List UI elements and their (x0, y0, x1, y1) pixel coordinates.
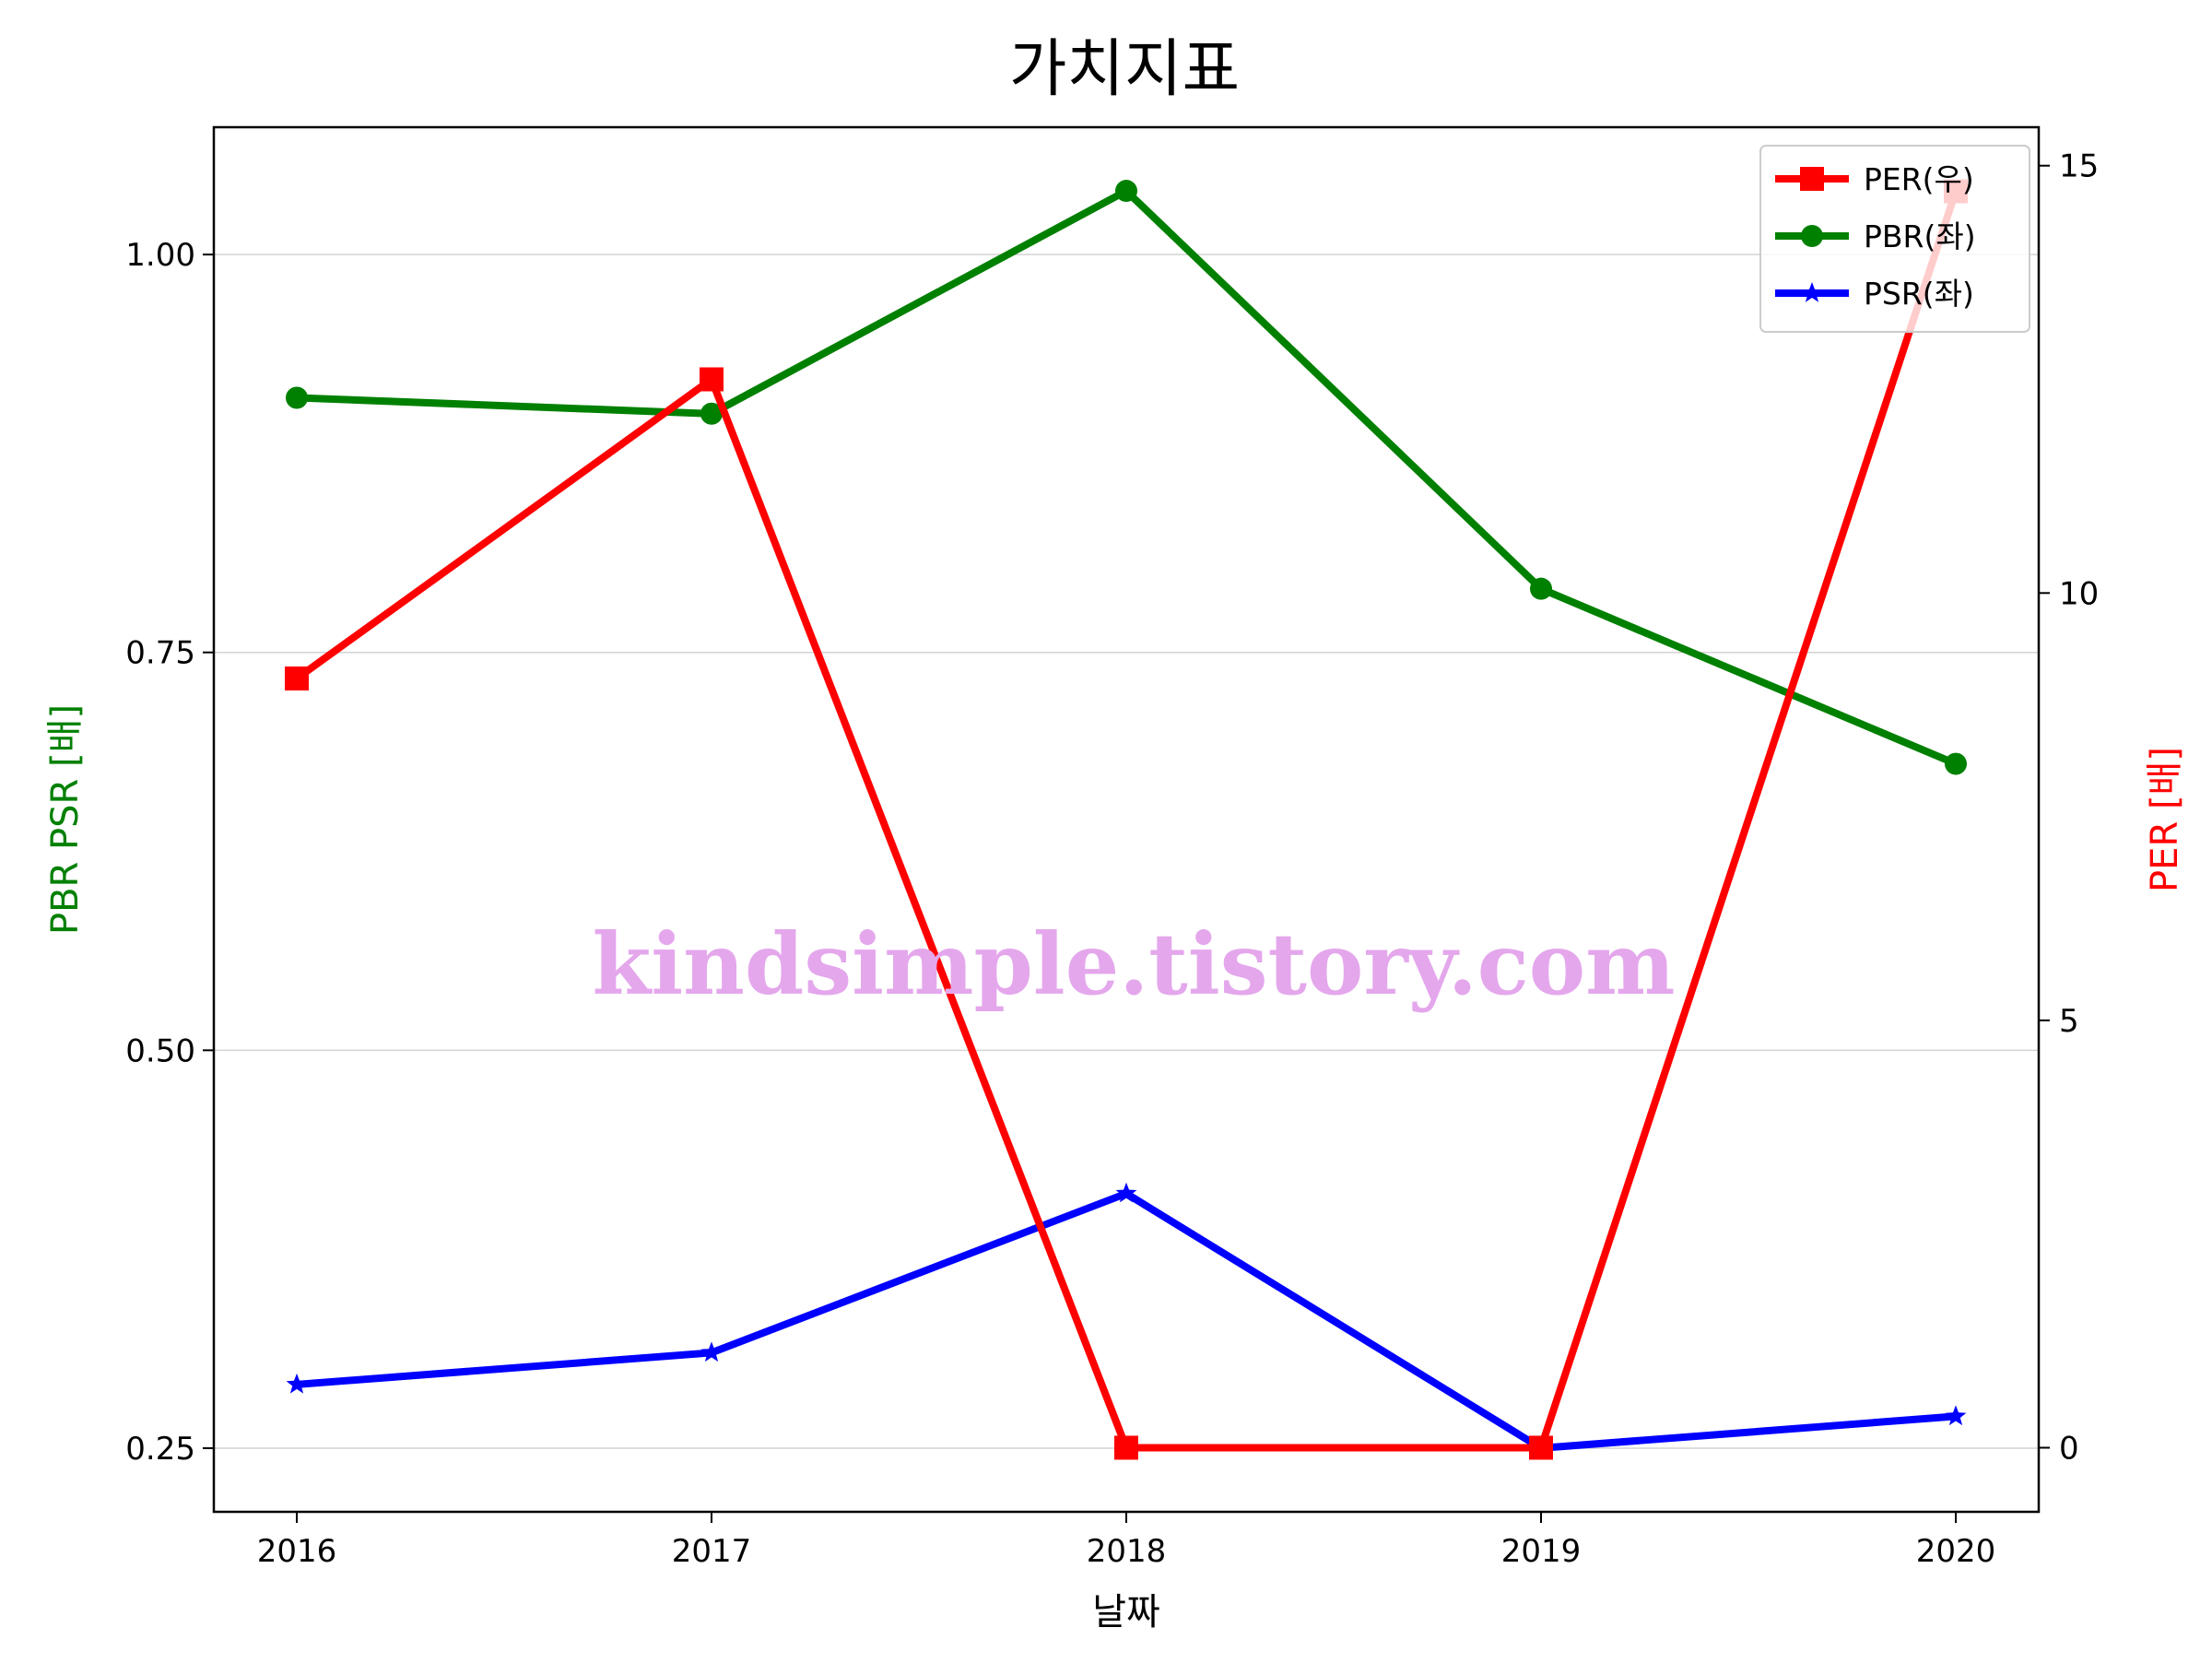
x-tick-label: 2018 (1087, 1533, 1167, 1570)
right-y-tick-label: 0 (2059, 1430, 2079, 1467)
per-data-point (285, 666, 309, 691)
pbr-data-point (1530, 577, 1552, 600)
right-y-tick-label: 15 (2059, 148, 2099, 185)
per-legend-marker (1800, 167, 1824, 191)
pbr-data-point (700, 402, 723, 425)
legend-box (1759, 145, 2030, 333)
psr-data-point (1945, 1405, 1967, 1426)
legend: PER(우) PBR(좌) PSR(좌) (1759, 145, 2030, 333)
left-y-tick-label: 0.25 (125, 1431, 195, 1468)
psr-series-line (293, 1189, 1959, 1452)
pbr-data-point (286, 386, 308, 409)
left-y-tick-label: 0.50 (125, 1032, 195, 1069)
x-axis-label: 날짜 (1092, 1591, 1160, 1634)
series-layer (285, 179, 1968, 1460)
right-y-axis-label: PER [배] (2144, 747, 2186, 892)
psr-legend-marker (1801, 282, 1823, 302)
pbr-data-point (1115, 180, 1137, 203)
watermark: kindsimple.tistory.com (592, 914, 1675, 1014)
x-tick-label: 2020 (1916, 1533, 1996, 1570)
pbr-data-point (1945, 752, 1967, 775)
per-data-point (700, 367, 724, 392)
per-series-line (293, 187, 1959, 1452)
x-tick-label: 2016 (257, 1533, 337, 1570)
psr-data-point (700, 1341, 723, 1362)
pbr-legend-label: PBR(좌) (1864, 218, 1976, 254)
per-data-point (1529, 1435, 1553, 1460)
plot-frame (212, 125, 2041, 1514)
pbr-series-line (293, 187, 1959, 768)
psr-legend-label: PSR(좌) (1864, 276, 1974, 312)
chart-title: 가치지표 (1009, 33, 1240, 106)
psr-data-point (1115, 1182, 1137, 1203)
left-y-tick-label: 1.00 (125, 237, 195, 274)
right-y-tick-label: 10 (2059, 575, 2099, 612)
pbr-legend-marker (1801, 225, 1823, 247)
right-y-tick-label: 5 (2059, 1003, 2079, 1040)
per-data-point (1114, 1435, 1138, 1460)
x-tick-label: 2019 (1501, 1533, 1582, 1570)
left-y-axis-label: PBR PSR [배] (44, 704, 87, 935)
psr-data-point (286, 1373, 308, 1394)
left-y-tick-label: 0.75 (125, 635, 195, 672)
axes: 0.25 0.50 0.75 1.00 0 5 10 15 2016 2017 2018 2019 20… (125, 148, 2099, 1570)
per-legend-label: PER(우) (1864, 161, 1974, 197)
x-tick-label: 2017 (672, 1533, 752, 1570)
gridlines (214, 254, 2039, 1449)
